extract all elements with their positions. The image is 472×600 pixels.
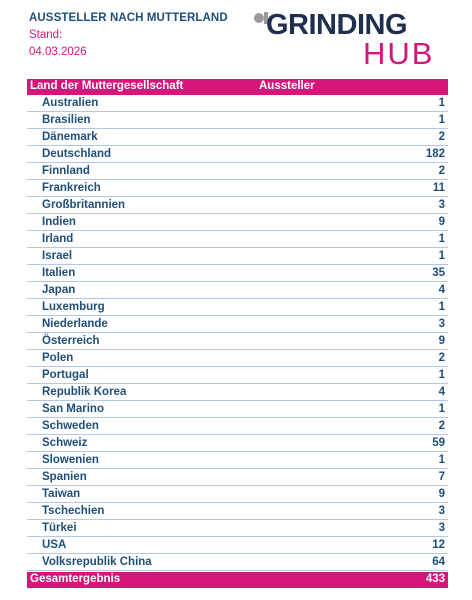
table-row: Japan 4 [27,282,448,299]
country-name: Japan [42,284,76,296]
exhibitor-count: 9 [438,335,445,347]
exhibitor-count: 1 [438,454,445,466]
country-name: Irland [42,233,74,245]
table-row: Indien 9 [27,214,448,231]
exhibitor-count: 182 [425,148,445,160]
table-row: Polen 2 [27,350,448,367]
table-row: Frankreich 11 [27,180,448,197]
country-name: Türkei [42,522,77,534]
table-body: Australien 1 Brasilien 1 Dänemark 2 Deutschlan… [27,95,448,571]
country-name: Schweiz [42,437,88,449]
header-exhibitors: Aussteller [259,80,315,92]
exhibitor-count: 1 [438,114,445,126]
exhibitor-count: 59 [432,437,445,449]
stand-date: 04.03.2026 [29,46,87,58]
country-name: Polen [42,352,74,364]
country-name: San Marino [42,403,104,415]
table-row: Tschechien 3 [27,503,448,520]
country-name: Österreich [42,335,100,347]
exhibitor-count: 12 [432,539,445,551]
table-row: Schweden 2 [27,418,448,435]
exhibitor-count: 4 [438,284,445,296]
total-row: Gesamtergebnis 433 [27,572,448,588]
exhibitor-count: 2 [438,165,445,177]
table-row: Deutschland 182 [27,146,448,163]
country-name: Portugal [42,369,89,381]
exhibitor-count: 9 [438,216,445,228]
table-row: Finnland 2 [27,163,448,180]
table-row: San Marino 1 [27,401,448,418]
exhibitor-count: 2 [438,131,445,143]
stand-label: Stand: [29,29,63,41]
logo-line1: GRINDING [266,9,407,41]
exhibitor-count: 3 [438,522,445,534]
table-row: Israel 1 [27,248,448,265]
table-row: Slowenien 1 [27,452,448,469]
table-row: Türkei 3 [27,520,448,537]
exhibitor-table: Land der Muttergesellschaft Aussteller A… [27,79,448,588]
exhibitor-count: 3 [438,505,445,517]
country-name: Slowenien [42,454,99,466]
table-row: Republik Korea 4 [27,384,448,401]
exhibitor-count: 3 [438,318,445,330]
exhibitor-count: 1 [438,301,445,313]
page-title: AUSSTELLER NACH MUTTERLAND [29,12,228,24]
country-name: Indien [42,216,76,228]
country-name: Italien [42,267,76,279]
country-name: Finnland [42,165,90,177]
table-row: Österreich 9 [27,333,448,350]
country-name: USA [42,539,67,551]
country-name: Frankreich [42,182,101,194]
table-row: Luxemburg 1 [27,299,448,316]
table-row: Spanien 7 [27,469,448,486]
exhibitor-count: 3 [438,199,445,211]
table-row: Taiwan 9 [27,486,448,503]
exhibitor-count: 64 [432,556,445,568]
exhibitor-count: 2 [438,420,445,432]
country-name: Schweden [42,420,99,432]
table-row: USA 12 [27,537,448,554]
table-row: Niederlande 3 [27,316,448,333]
country-name: Taiwan [42,488,81,500]
country-name: Großbritannien [42,199,126,211]
table-row: Schweiz 59 [27,435,448,452]
exhibitor-count: 2 [438,352,445,364]
table-row: Italien 35 [27,265,448,282]
table-row: Portugal 1 [27,367,448,384]
table-row: Australien 1 [27,95,448,112]
table-row: Irland 1 [27,231,448,248]
table-row: Dänemark 2 [27,129,448,146]
grinding-hub-logo: GRINDING HUB [251,4,451,68]
table-row: Volksrepublik China 64 [27,554,448,571]
exhibitor-count: 35 [432,267,445,279]
country-name: Deutschland [42,148,112,160]
country-name: Israel [42,250,73,262]
country-name: Dänemark [42,131,98,143]
country-name: Republik Korea [42,386,127,398]
country-name: Volksrepublik China [42,556,152,568]
table-header: Land der Muttergesellschaft Aussteller [27,79,448,95]
country-name: Australien [42,97,99,109]
exhibitor-count: 1 [438,403,445,415]
country-name: Brasilien [42,114,91,126]
exhibitor-count: 9 [438,488,445,500]
exhibitor-count: 1 [438,369,445,381]
exhibitor-count: 4 [438,386,445,398]
country-name: Tschechien [42,505,105,517]
exhibitor-count: 7 [438,471,445,483]
total-label: Gesamtergebnis [30,573,121,585]
logo-line2: HUB [363,36,434,68]
exhibitor-count: 1 [438,233,445,245]
country-name: Luxemburg [42,301,105,313]
table-row: Brasilien 1 [27,112,448,129]
country-name: Niederlande [42,318,108,330]
country-name: Spanien [42,471,87,483]
table-row: Großbritannien 3 [27,197,448,214]
exhibitor-count: 11 [432,182,445,194]
total-value: 433 [425,573,445,585]
exhibitor-count: 1 [438,97,445,109]
header-country: Land der Muttergesellschaft [30,80,184,92]
exhibitor-count: 1 [438,250,445,262]
